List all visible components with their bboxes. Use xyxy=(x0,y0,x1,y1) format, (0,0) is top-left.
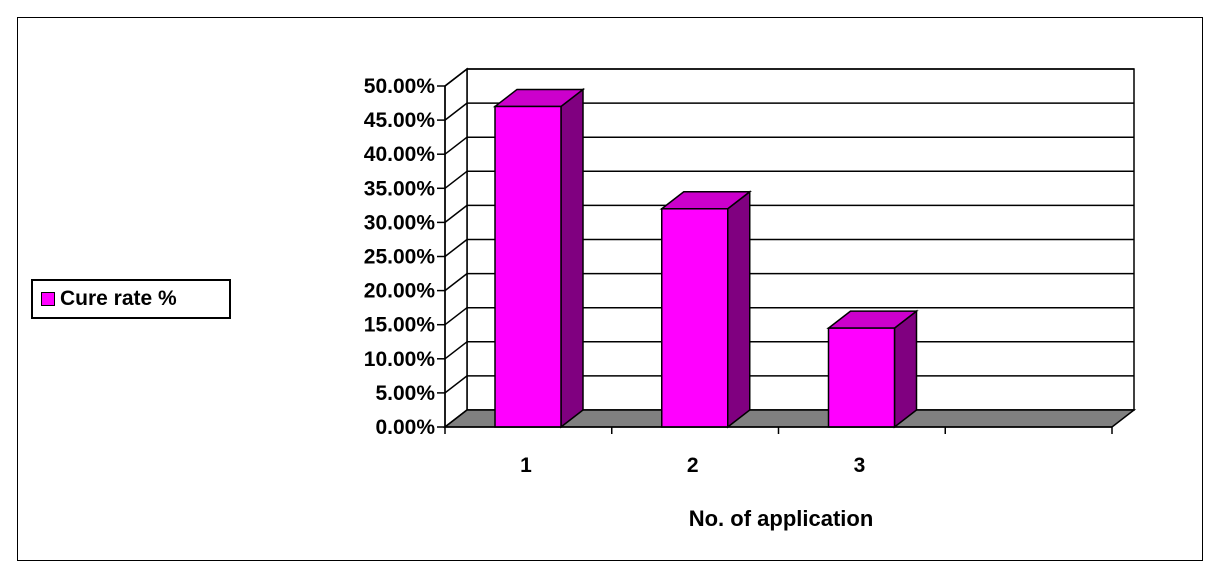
legend: Cure rate % xyxy=(31,279,231,319)
x-axis-title: No. of application xyxy=(689,506,874,531)
gridline-side xyxy=(444,273,468,292)
y-tick-label: 50.00% xyxy=(364,75,436,98)
gridline-side xyxy=(444,307,468,326)
legend-swatch xyxy=(41,292,55,306)
bar xyxy=(827,327,896,428)
x-tick-labels: 1 2 3 xyxy=(520,454,865,477)
y-tick-label: 40.00% xyxy=(364,143,436,166)
bar-side xyxy=(560,87,584,429)
gridline-side xyxy=(444,341,468,360)
gridline-side xyxy=(444,136,468,155)
gridline-side xyxy=(444,68,468,87)
gridline-side xyxy=(444,375,468,394)
y-tick-label: 15.00% xyxy=(364,314,436,337)
y-tick-label: 30.00% xyxy=(364,211,436,234)
y-tick-label: 45.00% xyxy=(364,109,436,132)
y-tick-label: 20.00% xyxy=(364,280,436,303)
y-tick-label: 10.00% xyxy=(364,348,436,371)
y-tick-label: 5.00% xyxy=(375,382,435,405)
bar-side xyxy=(727,190,751,429)
y-tick-label: 35.00% xyxy=(364,177,436,200)
bar-side xyxy=(893,309,918,429)
bar xyxy=(661,208,729,428)
axes xyxy=(437,85,1113,434)
gridline-side xyxy=(444,238,468,258)
gridline-side xyxy=(444,102,468,121)
x-tick-label: 3 xyxy=(854,454,866,477)
y-tick-label: 25.00% xyxy=(364,246,436,269)
bar xyxy=(494,105,562,428)
legend-label: Cure rate % xyxy=(60,287,177,310)
x-tick-label: 1 xyxy=(520,454,532,477)
bars xyxy=(492,87,919,429)
gridline-side xyxy=(444,204,468,223)
y-tick-labels: 0.00% 5.00% 10.00% 15.00% 20.00% 25.00% 30.00%… xyxy=(364,75,436,439)
gridline-side xyxy=(444,170,468,189)
x-tick-label: 2 xyxy=(687,454,699,477)
y-tick-label: 0.00% xyxy=(375,416,435,439)
